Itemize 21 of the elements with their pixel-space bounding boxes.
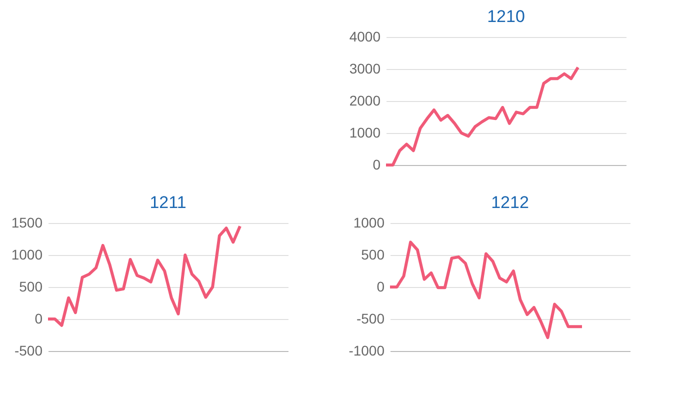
chart-title: 1211 [150, 193, 186, 212]
y-tick-label: 4000 [349, 28, 381, 44]
y-tick-label: -1000 [348, 342, 385, 358]
y-tick-label: -500 [356, 310, 385, 326]
line-series [384, 66, 580, 166]
y-tick-label: -500 [14, 342, 43, 358]
y-tick-label: 1000 [353, 214, 385, 230]
y-tick-label: 1000 [11, 246, 43, 262]
line-series [388, 240, 584, 340]
line-series [46, 224, 242, 327]
y-tick-label: 2000 [349, 92, 381, 108]
y-tick-label: 3000 [349, 60, 381, 76]
y-tick-label: 0 [376, 278, 385, 294]
y-tick-label: 0 [372, 156, 381, 172]
chart-title: 1210 [487, 7, 525, 26]
y-tick-label: 500 [19, 278, 43, 294]
y-tick-label: 1500 [11, 214, 43, 230]
y-tick-label: 1000 [349, 124, 381, 140]
y-tick-label: 500 [361, 246, 385, 262]
chart-title: 1212 [491, 193, 529, 212]
y-tick-label: 0 [34, 310, 43, 326]
